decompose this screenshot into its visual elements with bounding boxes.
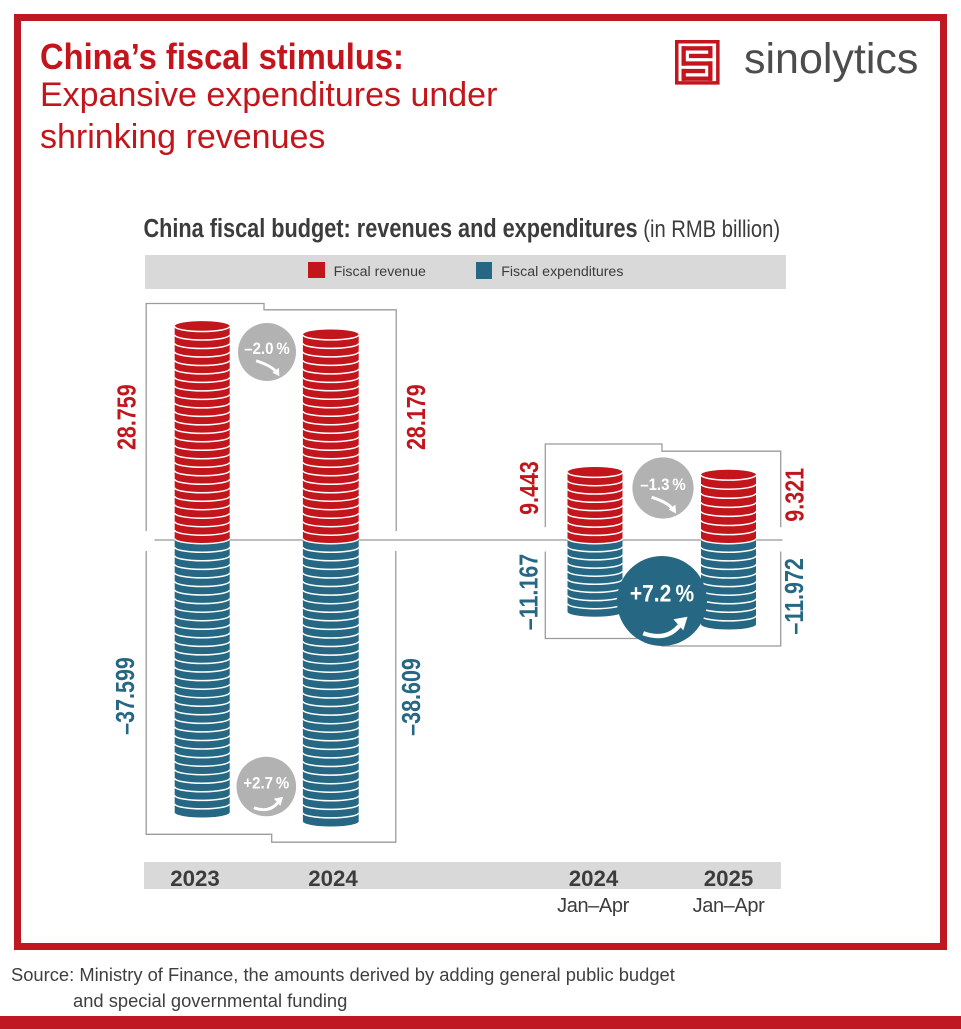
- svg-text:–11.972: –11.972: [781, 558, 809, 634]
- svg-text:9.321: 9.321: [782, 468, 810, 522]
- svg-text:–38.609: –38.609: [398, 658, 426, 736]
- svg-text:+2.7 %: +2.7 %: [243, 775, 289, 793]
- svg-text:–11.167: –11.167: [516, 554, 544, 630]
- svg-text:9.443: 9.443: [516, 461, 544, 515]
- svg-text:28.179: 28.179: [403, 384, 431, 450]
- svg-text:–37.599: –37.599: [112, 657, 140, 735]
- svg-text:–1.3 %: –1.3 %: [640, 476, 685, 494]
- svg-text:28.759: 28.759: [114, 384, 142, 450]
- svg-text:–2.0 %: –2.0 %: [244, 340, 289, 358]
- svg-text:+7.2 %: +7.2 %: [630, 580, 694, 607]
